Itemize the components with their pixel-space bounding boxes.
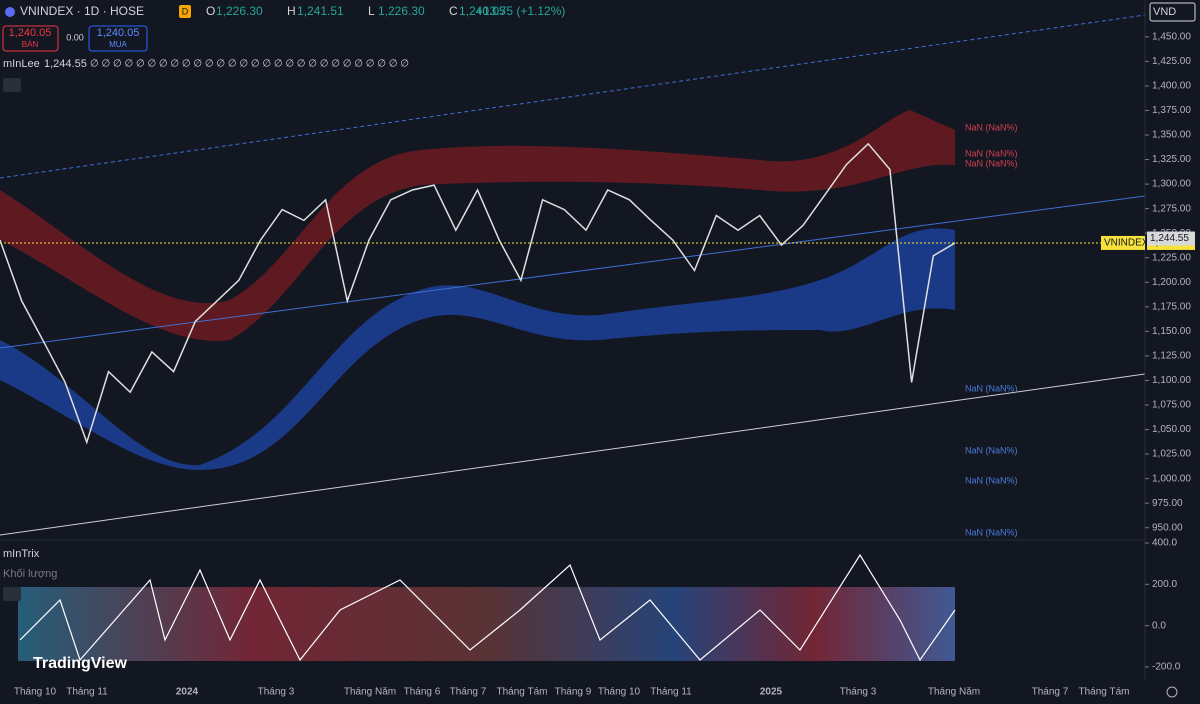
y-tick-label: 1,350.00 xyxy=(1152,130,1191,141)
change: +13.75 (+1.12%) xyxy=(476,4,565,18)
y-tick-label: 1,375.00 xyxy=(1152,105,1191,116)
y-tick-label: 950.00 xyxy=(1152,522,1183,533)
x-tick-label: Tháng Năm xyxy=(928,687,980,698)
level-label: NaN (NaN%) xyxy=(965,122,1018,132)
y-tick-label: 1,425.00 xyxy=(1152,56,1191,67)
badge: D xyxy=(182,6,189,16)
indicator-value: 1,244.55 xyxy=(44,58,87,70)
lower-collapse-button[interactable] xyxy=(3,587,21,601)
x-tick-label: Tháng 10 xyxy=(14,687,57,698)
indicator-values: ∅ ∅ ∅ ∅ ∅ ∅ ∅ ∅ ∅ ∅ ∅ ∅ ∅ ∅ ∅ ∅ ∅ ∅ ∅ ∅ … xyxy=(90,59,409,70)
y2-tick-label: 0.0 xyxy=(1152,620,1166,631)
ohlc-key: L xyxy=(368,4,375,18)
ohlc-value: 1,240.05 xyxy=(459,4,506,18)
x-tick-label: Tháng 11 xyxy=(650,687,692,698)
y-tick-label: 1,300.00 xyxy=(1152,179,1191,190)
settings-icon[interactable] xyxy=(1166,686,1178,698)
y2-tick-label: -200.0 xyxy=(1152,662,1181,673)
y-tick-label: 1,150.00 xyxy=(1152,326,1191,337)
x-tick-label: Tháng 10 xyxy=(598,687,641,698)
middle-trendline xyxy=(0,195,1146,349)
y-tick-label: 1,275.00 xyxy=(1152,203,1191,214)
price-tag-box xyxy=(1147,231,1195,246)
level-label: NaN (NaN%) xyxy=(965,148,1018,158)
level-label: NaN (NaN%) xyxy=(965,158,1018,168)
ohlc-key: O xyxy=(206,4,215,18)
ohlc-key: H xyxy=(287,4,296,18)
y-tick-label: 1,100.00 xyxy=(1152,375,1191,386)
y2-tick-label: 400.0 xyxy=(1152,538,1177,549)
sell-label: BÁN xyxy=(22,40,39,49)
y-tick-label: 1,125.00 xyxy=(1152,351,1191,362)
y-tick-label: 1,050.00 xyxy=(1152,424,1191,435)
price-line xyxy=(0,142,956,445)
y-tick-label: 1,200.00 xyxy=(1152,277,1191,288)
badge-box xyxy=(179,5,191,18)
symbol[interactable]: VNINDEX · 1D · HOSE xyxy=(20,4,144,18)
y-tick-label: 1,400.00 xyxy=(1152,81,1191,92)
y-tick-label: 1,225.00 xyxy=(1152,252,1191,263)
y-tick-label: 1,025.00 xyxy=(1152,449,1191,460)
x-tick-label: Tháng 7 xyxy=(450,687,487,698)
x-tick-label: Tháng 6 xyxy=(404,687,441,698)
x-tick-label: Tháng 3 xyxy=(258,687,295,698)
x-tick-label: 2025 xyxy=(760,687,783,698)
y-tick-label: 975.00 xyxy=(1152,498,1183,509)
x-tick-label: Tháng Năm xyxy=(344,687,396,698)
sell-price: 1,240.05 xyxy=(9,27,52,39)
y-tick-label: 1,075.00 xyxy=(1152,400,1191,411)
oscillator-line xyxy=(19,553,956,662)
lower-pane-title: mInTrix xyxy=(3,548,40,560)
symbol-tag-box xyxy=(1101,235,1145,250)
upper-trendline xyxy=(0,14,1146,179)
spread: 0.00 xyxy=(66,32,84,42)
logo: TradingView xyxy=(33,655,128,672)
symbol-icon xyxy=(5,7,15,17)
buy-price: 1,240.05 xyxy=(97,27,140,39)
x-tick-label: Tháng 11 xyxy=(66,687,108,698)
currency-box[interactable] xyxy=(1149,2,1196,22)
x-tick-label: Tháng Tám xyxy=(497,687,548,698)
x-tick-label: Tháng 7 xyxy=(1032,687,1069,698)
buy-label: MUA xyxy=(109,40,127,49)
y-tick-label: 1,450.00 xyxy=(1152,31,1191,42)
ohlc-value: 1,226.30 xyxy=(216,4,263,18)
collapse-button[interactable] xyxy=(3,78,21,92)
x-tick-label: Tháng Tám xyxy=(1079,687,1130,698)
y-tick-label: 1,325.00 xyxy=(1152,154,1191,165)
level-label: NaN (NaN%) xyxy=(965,445,1018,455)
ohlc-value: 1,241.51 xyxy=(297,4,344,18)
x-tick-label: Tháng 9 xyxy=(555,687,592,698)
symbol-tag: VNINDEX xyxy=(1104,238,1149,249)
ohlc-key: C xyxy=(449,4,458,18)
indicator-name[interactable]: mInLee xyxy=(3,58,40,70)
lower-trendline xyxy=(0,373,1146,536)
buy-button[interactable] xyxy=(88,25,148,52)
level-label: NaN (NaN%) xyxy=(965,527,1018,537)
volume-label: Khối lượng xyxy=(3,568,57,580)
price-tag: 1,244.55 xyxy=(1150,233,1189,244)
oscillator-heatmap xyxy=(18,587,955,661)
currency: VND xyxy=(1153,6,1176,18)
ohlc-value: 1,226.30 xyxy=(378,4,425,18)
sell-button[interactable] xyxy=(2,25,59,52)
resistance-band xyxy=(0,110,955,341)
y2-tick-label: 200.0 xyxy=(1152,579,1177,590)
level-label: NaN (NaN%) xyxy=(965,383,1018,393)
level-label: NaN (NaN%) xyxy=(965,475,1018,485)
y-tick-label: 1,000.00 xyxy=(1152,473,1191,484)
x-tick-label: 2024 xyxy=(176,687,199,698)
y-tick-label: 1,175.00 xyxy=(1152,301,1191,312)
x-tick-label: Tháng 3 xyxy=(840,687,877,698)
